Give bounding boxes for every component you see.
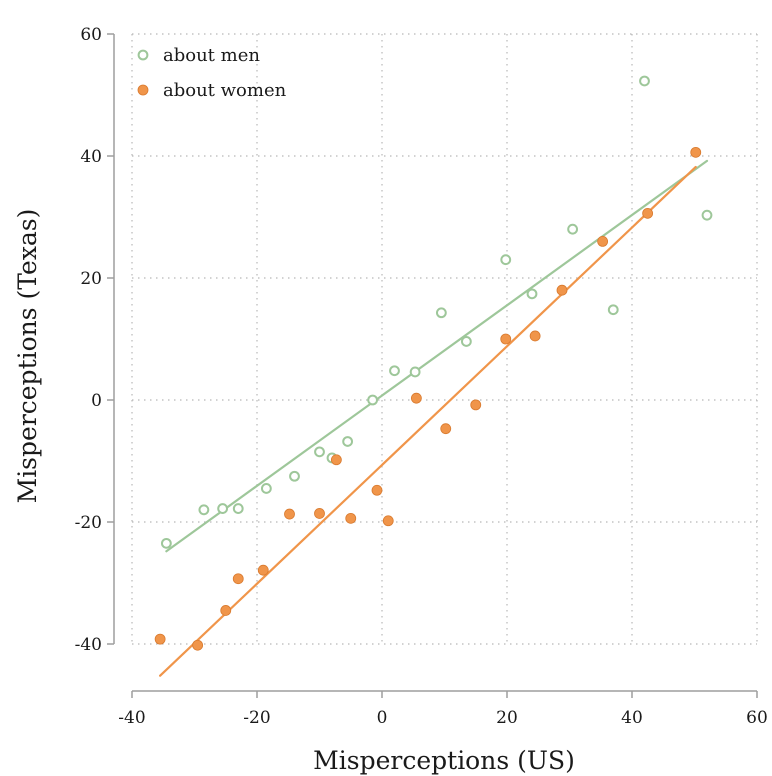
data-point: [260, 483, 272, 494]
data-point: [556, 284, 568, 296]
data-point: [217, 503, 229, 514]
data-point: [642, 207, 654, 219]
data-point: [597, 235, 609, 247]
x-tick-label: -40: [118, 708, 145, 728]
data-point: [460, 336, 472, 347]
data-point: [284, 508, 295, 520]
data-point: [701, 209, 713, 221]
data-point: [410, 392, 422, 404]
data-point: [220, 605, 232, 616]
legend-marker: [137, 49, 149, 61]
data-point: [526, 288, 538, 300]
y-axis-title: Misperceptions (Texas): [13, 209, 42, 504]
data-point: [529, 330, 541, 342]
data-point: [345, 512, 357, 524]
legend-label: about men: [163, 45, 260, 66]
axes-layer: -40 -20 0 20 40 60 -40 -20 0 20 40 60: [75, 25, 768, 728]
data-point: [440, 423, 452, 435]
data-point: [232, 573, 244, 585]
data-point: [607, 304, 619, 316]
data-point: [160, 537, 172, 549]
x-tick-label: 60: [746, 708, 768, 728]
legend-marker: [137, 84, 149, 96]
data-point: [257, 564, 269, 576]
x-tick-label: 20: [496, 708, 518, 728]
data-point: [690, 146, 702, 158]
data-point: [154, 633, 166, 645]
data-point: [382, 515, 394, 527]
data-point: [314, 508, 325, 519]
y-tick-label: -40: [75, 635, 102, 655]
data-point: [435, 307, 447, 319]
data-point: [567, 223, 579, 235]
legend-label: about women: [163, 80, 287, 101]
y-tick-label: 40: [80, 147, 102, 167]
data-point: [500, 333, 512, 345]
data-point: [192, 639, 204, 651]
data-point: [367, 394, 379, 406]
data-point: [289, 470, 300, 482]
fit-line: [165, 159, 709, 553]
points-layer: [154, 75, 713, 651]
data-point: [389, 365, 400, 377]
data-point: [198, 504, 210, 516]
y-tick-label: -20: [75, 513, 102, 533]
fit-line: [159, 165, 697, 677]
x-tick-label: 40: [621, 708, 643, 728]
x-axis-title: Misperceptions (US): [313, 746, 575, 775]
fit-lines-layer: [159, 159, 709, 677]
data-point: [342, 436, 354, 447]
data-point: [470, 399, 482, 411]
data-point: [371, 484, 383, 496]
legend: about men about women: [137, 45, 287, 101]
data-point: [232, 503, 244, 514]
data-point: [330, 454, 342, 466]
grid-layer: [131, 33, 758, 645]
data-point: [314, 446, 325, 458]
x-tick-label: 0: [377, 708, 388, 728]
y-tick-label: 0: [91, 391, 102, 411]
data-point: [639, 75, 650, 87]
y-tick-label: 60: [80, 25, 102, 45]
data-point: [409, 366, 421, 378]
x-tick-label: -20: [243, 708, 270, 728]
data-point: [500, 254, 512, 266]
y-tick-label: 20: [80, 269, 102, 289]
